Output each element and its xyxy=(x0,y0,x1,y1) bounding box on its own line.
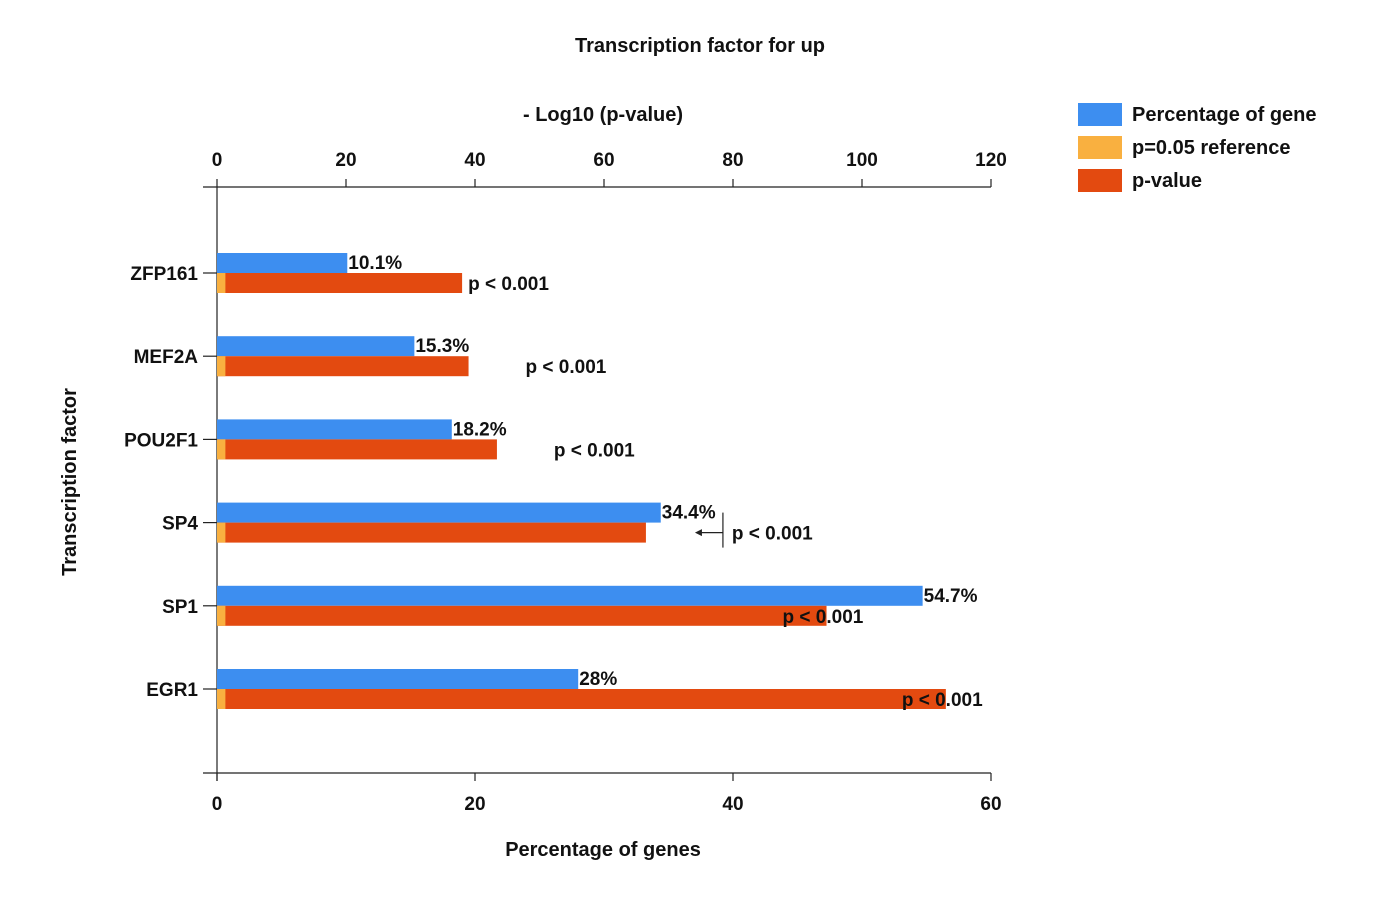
category-label: MEF2A xyxy=(134,347,199,368)
legend: Percentage of gene p=0.05 reference p-valu… xyxy=(1078,103,1317,192)
reference-bar xyxy=(217,273,226,293)
p-value-label: p < 0.001 xyxy=(468,274,549,295)
y-axis-title: Transcription factor xyxy=(59,388,81,576)
top-tick-label: 20 xyxy=(335,150,356,171)
reference-bar xyxy=(217,356,226,377)
top-tick-label: 80 xyxy=(722,150,743,171)
p-value-label: p < 0.001 xyxy=(732,524,813,545)
legend-label: p-value xyxy=(1132,170,1202,192)
bottom-tick-label: 0 xyxy=(212,794,223,815)
bars xyxy=(217,253,946,709)
p-value-label: p < 0.001 xyxy=(902,690,983,711)
top-tick-label: 120 xyxy=(975,150,1007,171)
category-label: SP1 xyxy=(162,597,198,618)
legend-label: p=0.05 reference xyxy=(1132,137,1290,159)
percentage-bar xyxy=(217,336,415,357)
top-tick-label: 0 xyxy=(212,150,223,171)
axes: 0 20 40 60 80 100 120 0 20 40 60 ZFP161 MEF2A POU2F1 S… xyxy=(124,150,1007,815)
annotation-arrow-head xyxy=(694,529,702,537)
p-value-label: p < 0.001 xyxy=(554,440,635,461)
percentage-bar xyxy=(217,585,923,606)
p-value-bar xyxy=(217,356,469,377)
category-label: EGR1 xyxy=(146,680,198,701)
percentage-bar xyxy=(217,669,579,689)
bottom-tick-label: 60 xyxy=(980,794,1001,815)
p-value-label: p < 0.001 xyxy=(783,607,864,628)
percentage-bar xyxy=(217,253,348,273)
percentage-bar xyxy=(217,502,661,523)
percentage-label: 28% xyxy=(579,669,617,690)
legend-swatch xyxy=(1078,103,1122,126)
reference-bar xyxy=(217,605,226,626)
p-value-bar xyxy=(217,605,827,626)
category-label: POU2F1 xyxy=(124,430,198,451)
top-axis-title: - Log10 (p-value) xyxy=(523,104,683,126)
percentage-label: 15.3% xyxy=(415,336,469,357)
data-labels: 10.1% p < 0.001 15.3% p < 0.001 18.2% p < 0.0… xyxy=(348,253,983,711)
reference-bar xyxy=(217,689,226,709)
p-value-label: p < 0.001 xyxy=(526,357,607,378)
percentage-label: 18.2% xyxy=(453,419,507,440)
percentage-label: 54.7% xyxy=(924,586,978,607)
percentage-bar xyxy=(217,419,452,440)
percentage-label: 34.4% xyxy=(662,503,716,524)
reference-bar xyxy=(217,522,226,543)
legend-swatch xyxy=(1078,169,1122,192)
category-label: ZFP161 xyxy=(130,264,198,285)
p-value-bar xyxy=(217,689,946,709)
p-value-bar xyxy=(217,439,497,460)
category-label: SP4 xyxy=(162,514,198,535)
top-tick-label: 100 xyxy=(846,150,878,171)
reference-bar xyxy=(217,439,226,460)
p-value-bar xyxy=(217,522,646,543)
p-value-bar xyxy=(217,273,463,293)
bottom-tick-label: 40 xyxy=(722,794,743,815)
chart-title: Transcription factor for up xyxy=(575,35,825,57)
percentage-label: 10.1% xyxy=(348,253,402,274)
bottom-tick-label: 20 xyxy=(464,794,485,815)
top-tick-label: 40 xyxy=(464,150,485,171)
legend-swatch xyxy=(1078,136,1122,159)
legend-label: Percentage of gene xyxy=(1132,104,1317,126)
bottom-axis-title: Percentage of genes xyxy=(505,839,701,861)
top-tick-label: 60 xyxy=(593,150,614,171)
